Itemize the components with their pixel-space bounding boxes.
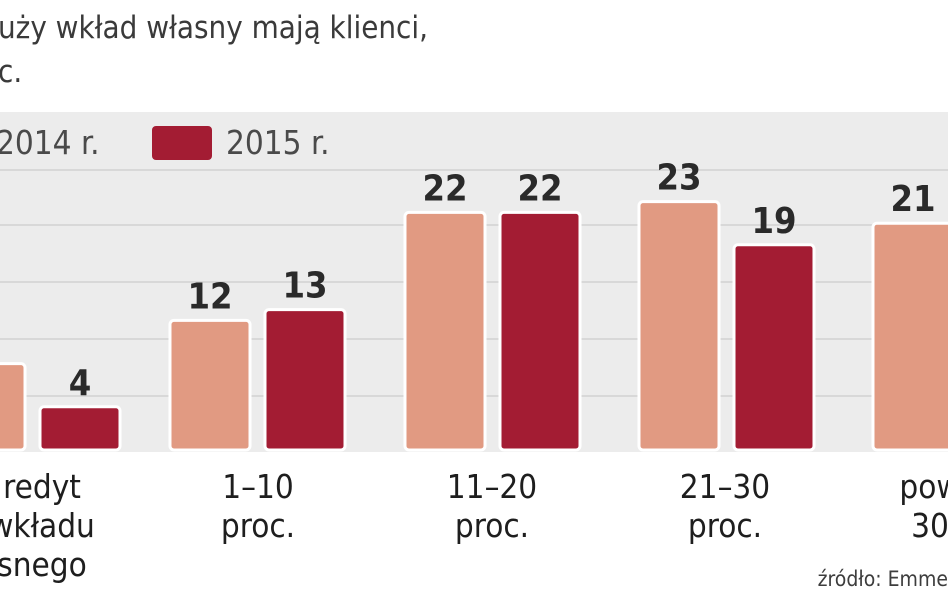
- category-label-2-line-1: proc.: [455, 506, 529, 545]
- bar-2015-3: [732, 243, 816, 452]
- bars: [0, 200, 948, 452]
- value-label-2014-1: 12: [187, 276, 232, 317]
- category-label-0-line-1: wkładu: [0, 506, 95, 545]
- value-label-2014-4: 21: [890, 179, 935, 220]
- category-labels: redytwkładusnego1–10proc.11–20proc.21–30…: [0, 467, 948, 584]
- bar-2014-0: [0, 362, 27, 452]
- bar-2014-2: [403, 210, 487, 452]
- value-label-2015-0: 4: [69, 363, 92, 404]
- category-label-4-line-0: pow: [899, 467, 948, 506]
- chart-subtitle-line-2: c.: [0, 54, 22, 90]
- bar-2015-2: [498, 210, 582, 452]
- category-label-1-line-0: 1–10: [222, 467, 294, 506]
- category-label-1-line-1: proc.: [221, 506, 295, 545]
- bar-2014-4: [871, 221, 948, 452]
- legend-label-2014: 2014 r.: [0, 123, 100, 162]
- category-label-4-line-1: 30: [911, 506, 948, 545]
- source-note: źródło: Emme: [818, 567, 948, 591]
- value-label-2015-2: 22: [517, 168, 562, 209]
- bar-2015-1: [263, 308, 347, 452]
- chart-subtitle-line-1: uży wkład własny mają klienci,: [0, 10, 428, 46]
- value-label-2014-2: 22: [422, 168, 467, 209]
- value-label-2015-3: 19: [751, 201, 796, 242]
- value-labels: 4 12 13 22 22 23 19 21: [69, 158, 936, 404]
- value-label-2015-1: 13: [282, 266, 327, 307]
- bar-2014-1: [168, 318, 252, 452]
- category-label-2-line-0: 11–20: [447, 467, 537, 506]
- legend-swatch-2015: [152, 126, 212, 160]
- legend-label-2015: 2015 r.: [226, 123, 330, 162]
- category-label-3-line-1: proc.: [688, 506, 762, 545]
- bar-2015-0: [38, 405, 122, 452]
- bar-2014-3: [637, 200, 721, 452]
- category-label-0-line-2: snego: [0, 545, 87, 584]
- value-label-2014-3: 23: [656, 158, 701, 199]
- category-label-0-line-0: redyt: [3, 467, 81, 506]
- category-label-3-line-0: 21–30: [680, 467, 770, 506]
